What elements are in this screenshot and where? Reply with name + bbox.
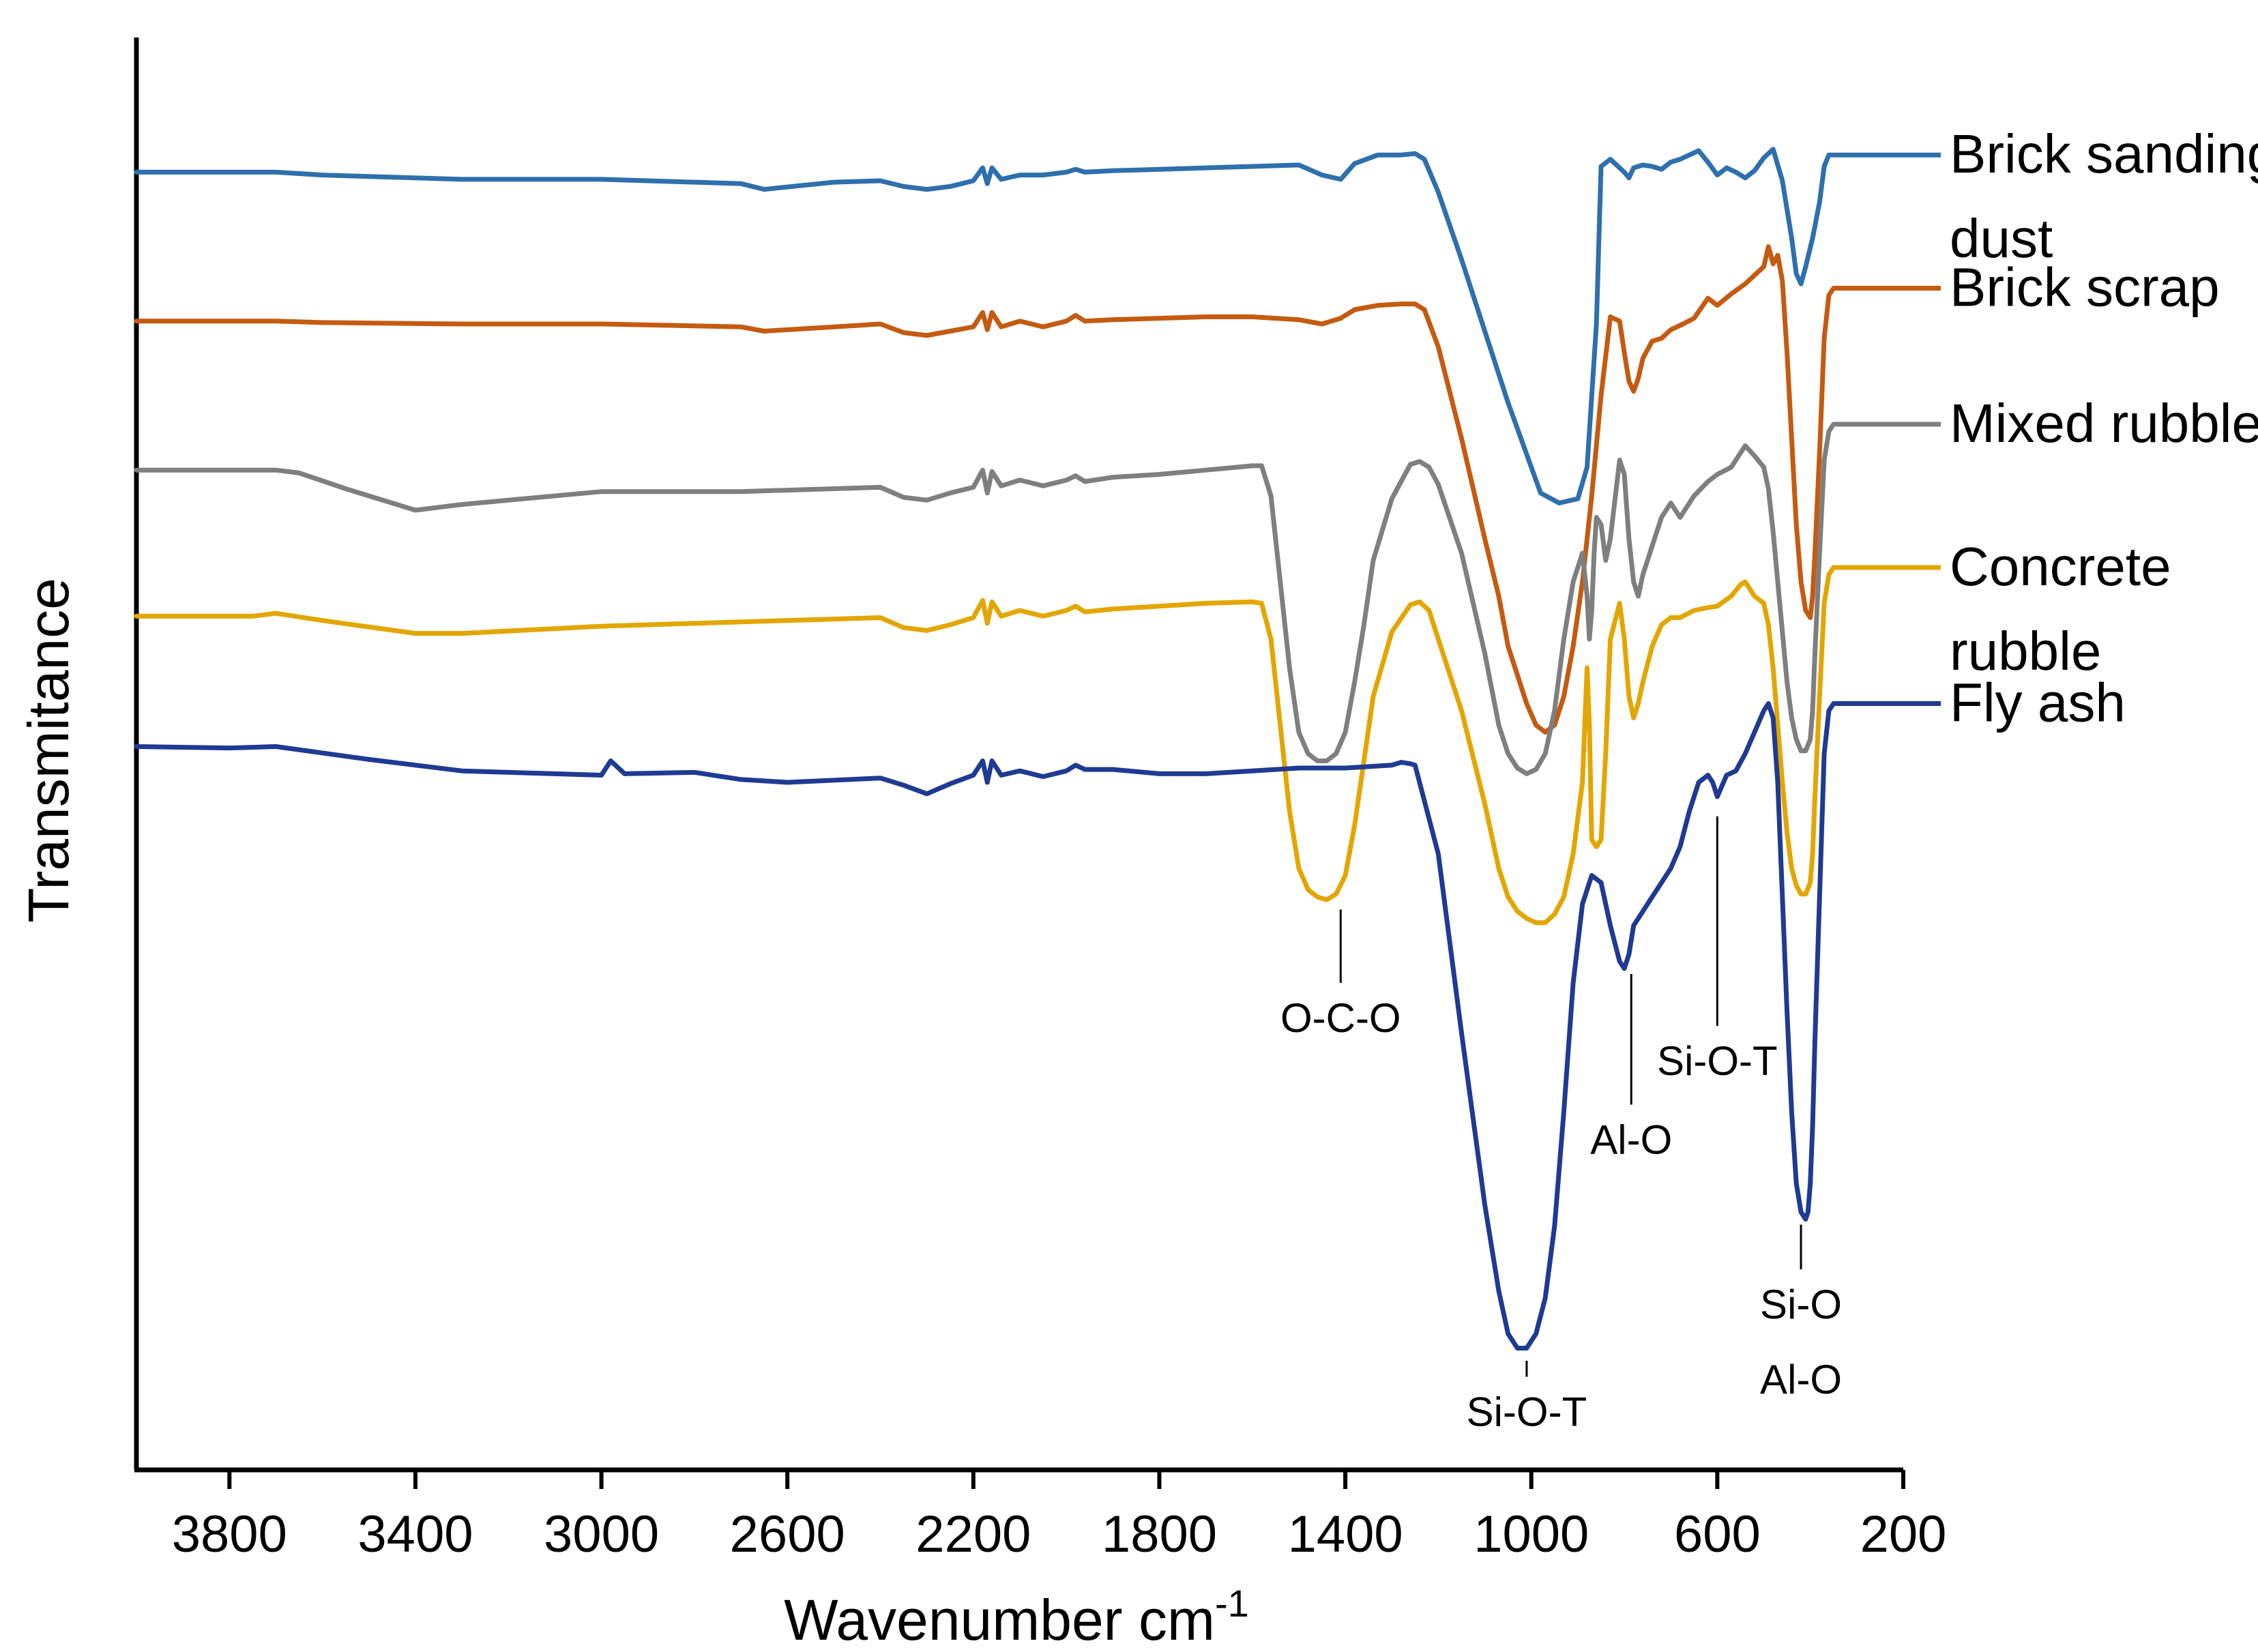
x-axis-label-text: Wavenumber cm [784, 1588, 1215, 1652]
annotation-label: Al-O [1760, 1357, 1842, 1402]
x-tick-label: 600 [1674, 1505, 1761, 1563]
x-tick-label: 3400 [357, 1505, 473, 1563]
annotation-label: Si-O-T [1657, 1038, 1778, 1084]
legend-label: rubble [1950, 621, 2101, 681]
annotation-label: Si-O [1760, 1282, 1842, 1327]
series-line-brick-scrap [134, 244, 1845, 735]
annotation-label: O-C-O [1280, 995, 1401, 1041]
x-tick-label: 1000 [1473, 1505, 1589, 1563]
series-group [134, 147, 1845, 1351]
legend-label: Brick scrap [1950, 257, 2220, 318]
series-line-brick-sanding-dust [134, 147, 1845, 505]
legend-label: Mixed rubble [1950, 393, 2258, 454]
legend-label: Concrete [1950, 536, 2171, 597]
axes: 3800 3400 3000 2600 2200 1800 1400 1000 600 200 [134, 38, 1946, 1563]
y-axis-label: Transmitance [16, 578, 80, 923]
series-line-mixed-rubble [134, 422, 1845, 776]
x-tick-label: 3000 [544, 1505, 659, 1563]
x-tick-label: 2200 [915, 1505, 1031, 1563]
x-tick-label: 1800 [1102, 1505, 1217, 1563]
x-axis-label: Wavenumber cm-1 [784, 1582, 1249, 1652]
annotation-label: Al-O [1590, 1117, 1672, 1163]
series-line-concrete-rubble [134, 565, 1845, 926]
annotation-label: Si-O-T [1467, 1389, 1587, 1435]
x-tick-label: 3800 [172, 1505, 287, 1563]
x-axis-label-superscript: -1 [1215, 1582, 1249, 1625]
series-line-fly-ash [134, 701, 1845, 1351]
x-tick-label: 1400 [1288, 1505, 1403, 1563]
legend-label: Brick sanding [1950, 123, 2258, 184]
x-tick-label: 200 [1860, 1505, 1947, 1563]
legend-label: dust [1950, 208, 2053, 269]
annotations: O-C-O Si-O-T Si-O-T Al-O Si-O Al-O [1280, 816, 1842, 1435]
legend-label: Fly ash [1950, 673, 2126, 733]
x-tick-label: 2600 [730, 1505, 845, 1563]
axis-titles: Wavenumber cm-1 Transmitance [16, 578, 1249, 1652]
